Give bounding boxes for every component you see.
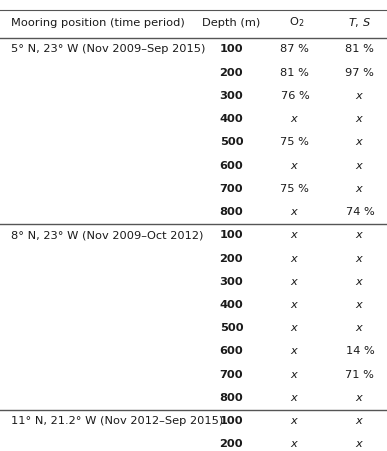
Text: 500: 500 xyxy=(219,323,243,333)
Text: 81 %: 81 % xyxy=(346,45,374,55)
Text: 74 %: 74 % xyxy=(346,207,374,217)
Text: 700: 700 xyxy=(219,184,243,194)
Text: 76 %: 76 % xyxy=(281,91,309,101)
Text: 100: 100 xyxy=(219,416,243,426)
Text: $\mathit{x}$: $\mathit{x}$ xyxy=(355,91,365,101)
Text: $\mathit{x}$: $\mathit{x}$ xyxy=(355,300,365,310)
Text: $\mathit{x}$: $\mathit{x}$ xyxy=(355,393,365,403)
Text: 700: 700 xyxy=(219,370,243,380)
Text: $\mathit{x}$: $\mathit{x}$ xyxy=(355,230,365,240)
Text: $\mathit{x}$: $\mathit{x}$ xyxy=(290,323,300,333)
Text: 100: 100 xyxy=(219,45,243,55)
Text: 600: 600 xyxy=(219,161,243,170)
Text: Mooring position (time period): Mooring position (time period) xyxy=(11,18,185,28)
Text: 75 %: 75 % xyxy=(281,184,309,194)
Text: $\mathit{x}$: $\mathit{x}$ xyxy=(290,230,300,240)
Text: 800: 800 xyxy=(219,393,243,403)
Text: 400: 400 xyxy=(219,114,243,124)
Text: $\mathit{x}$: $\mathit{x}$ xyxy=(290,346,300,356)
Text: 75 %: 75 % xyxy=(281,138,309,147)
Text: 11° N, 21.2° W (Nov 2012–Sep 2015): 11° N, 21.2° W (Nov 2012–Sep 2015) xyxy=(11,416,223,426)
Text: $\mathit{x}$: $\mathit{x}$ xyxy=(290,277,300,287)
Text: $\mathit{x}$: $\mathit{x}$ xyxy=(290,253,300,263)
Text: $\mathit{T}$, $\mathit{S}$: $\mathit{T}$, $\mathit{S}$ xyxy=(348,16,372,29)
Text: $\mathit{x}$: $\mathit{x}$ xyxy=(290,114,300,124)
Text: $\mathit{x}$: $\mathit{x}$ xyxy=(355,416,365,426)
Text: $\mathit{x}$: $\mathit{x}$ xyxy=(290,416,300,426)
Text: $\mathit{x}$: $\mathit{x}$ xyxy=(290,393,300,403)
Text: 300: 300 xyxy=(219,91,243,101)
Text: 14 %: 14 % xyxy=(346,346,374,356)
Text: 71 %: 71 % xyxy=(346,370,374,380)
Text: $\mathit{x}$: $\mathit{x}$ xyxy=(355,138,365,147)
Text: 5° N, 23° W (Nov 2009–Sep 2015): 5° N, 23° W (Nov 2009–Sep 2015) xyxy=(11,45,205,55)
Text: $\mathit{x}$: $\mathit{x}$ xyxy=(290,207,300,217)
Text: $\mathit{x}$: $\mathit{x}$ xyxy=(355,277,365,287)
Text: 200: 200 xyxy=(219,439,243,449)
Text: $\mathregular{O_2}$: $\mathregular{O_2}$ xyxy=(289,16,305,29)
Text: $\mathit{x}$: $\mathit{x}$ xyxy=(355,323,365,333)
Text: 8° N, 23° W (Nov 2009–Oct 2012): 8° N, 23° W (Nov 2009–Oct 2012) xyxy=(11,230,203,240)
Text: $\mathit{x}$: $\mathit{x}$ xyxy=(290,161,300,170)
Text: $\mathit{x}$: $\mathit{x}$ xyxy=(290,370,300,380)
Text: $\mathit{x}$: $\mathit{x}$ xyxy=(290,439,300,449)
Text: 800: 800 xyxy=(219,207,243,217)
Text: 300: 300 xyxy=(219,277,243,287)
Text: 200: 200 xyxy=(219,68,243,78)
Text: $\mathit{x}$: $\mathit{x}$ xyxy=(355,253,365,263)
Text: $\mathit{x}$: $\mathit{x}$ xyxy=(355,184,365,194)
Text: 600: 600 xyxy=(219,346,243,356)
Text: $\mathit{x}$: $\mathit{x}$ xyxy=(355,114,365,124)
Text: 97 %: 97 % xyxy=(346,68,374,78)
Text: 100: 100 xyxy=(219,230,243,240)
Text: Depth (m): Depth (m) xyxy=(202,18,260,28)
Text: $\mathit{x}$: $\mathit{x}$ xyxy=(355,439,365,449)
Text: 87 %: 87 % xyxy=(281,45,309,55)
Text: 81 %: 81 % xyxy=(281,68,309,78)
Text: 200: 200 xyxy=(219,253,243,263)
Text: $\mathit{x}$: $\mathit{x}$ xyxy=(355,161,365,170)
Text: 400: 400 xyxy=(219,300,243,310)
Text: 500: 500 xyxy=(219,138,243,147)
Text: $\mathit{x}$: $\mathit{x}$ xyxy=(290,300,300,310)
